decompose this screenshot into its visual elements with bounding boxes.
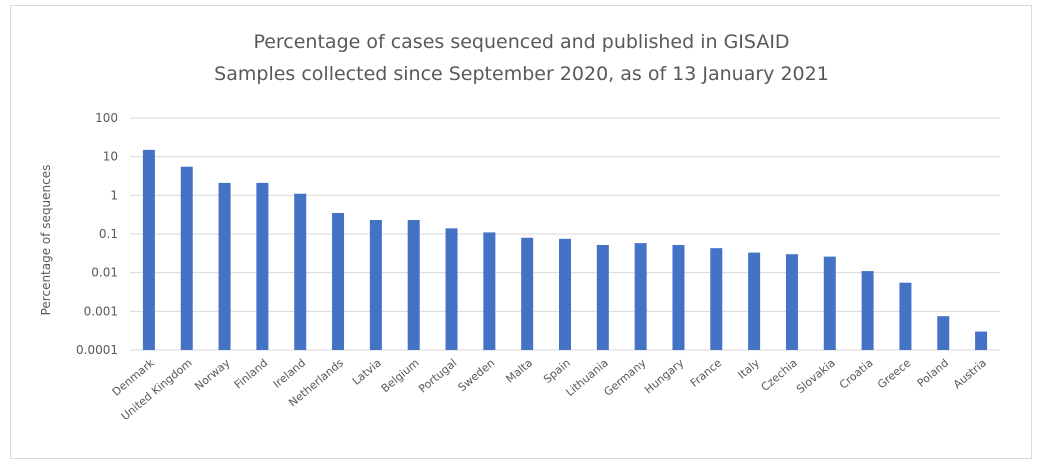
bar-spain xyxy=(559,238,571,350)
bar-malta xyxy=(521,237,534,350)
x-tick-label: Greece xyxy=(875,356,914,391)
bar-ireland xyxy=(294,193,307,350)
bar-poland xyxy=(937,316,950,350)
bar-united-kingdom xyxy=(180,166,193,350)
bars xyxy=(142,149,988,350)
x-tick-label: Sweden xyxy=(456,356,498,394)
y-axis-ticks: 100 10 1 0.1 0.01 0.001 0.0001 xyxy=(76,111,118,357)
x-tick-label: Latvia xyxy=(350,356,384,387)
bar-greece xyxy=(899,282,912,350)
y-tick-label: 0.001 xyxy=(84,304,118,318)
x-tick-label: Finland xyxy=(232,356,270,391)
bar-belgium xyxy=(407,220,420,350)
bar-france xyxy=(710,248,723,350)
y-tick-label: 100 xyxy=(95,111,118,125)
x-tick-label: Czechia xyxy=(759,356,800,394)
x-tick-label: France xyxy=(688,356,725,390)
y-tick-label: 10 xyxy=(103,150,118,164)
chart-title: Percentage of cases sequenced and publis… xyxy=(253,31,790,53)
y-tick-label: 0.01 xyxy=(91,266,118,280)
bar-germany xyxy=(634,243,647,350)
x-tick-label: Malta xyxy=(504,356,536,385)
bar-sweden xyxy=(483,232,496,350)
bar-lithuania xyxy=(596,244,609,350)
x-tick-label: Poland xyxy=(915,356,951,390)
bar-denmark xyxy=(142,149,155,350)
x-tick-label: Portugal xyxy=(416,356,459,395)
x-tick-label: Hungary xyxy=(642,356,687,396)
y-tick-label: 0.1 xyxy=(99,227,118,241)
chart-frame xyxy=(10,5,1032,459)
bar-netherlands xyxy=(332,212,345,350)
x-tick-label: Croatia xyxy=(837,356,876,391)
bar-norway xyxy=(218,182,231,350)
x-tick-label: Norway xyxy=(192,356,233,393)
bar-austria xyxy=(975,331,988,350)
bar-italy xyxy=(748,252,761,350)
x-tick-label: Italy xyxy=(735,356,762,382)
y-axis-label: Percentage of sequences xyxy=(39,165,53,316)
bar-czechia xyxy=(785,254,798,350)
x-tick-label: Slovakia xyxy=(794,356,838,396)
x-tick-label: Germany xyxy=(601,356,648,399)
bar-slovakia xyxy=(823,256,836,350)
x-tick-label: Austria xyxy=(951,356,989,391)
chart-subtitle: Samples collected since September 2020, … xyxy=(214,63,829,85)
bar-croatia xyxy=(861,271,874,350)
bar-portugal xyxy=(445,228,458,350)
x-tick-label: Spain xyxy=(541,356,573,386)
bar-finland xyxy=(256,182,269,350)
y-tick-label: 1 xyxy=(110,188,118,202)
x-tick-label: Belgium xyxy=(379,356,422,395)
bar-latvia xyxy=(369,220,382,350)
y-tick-label: 0.0001 xyxy=(76,343,118,357)
bar-hungary xyxy=(672,244,685,350)
